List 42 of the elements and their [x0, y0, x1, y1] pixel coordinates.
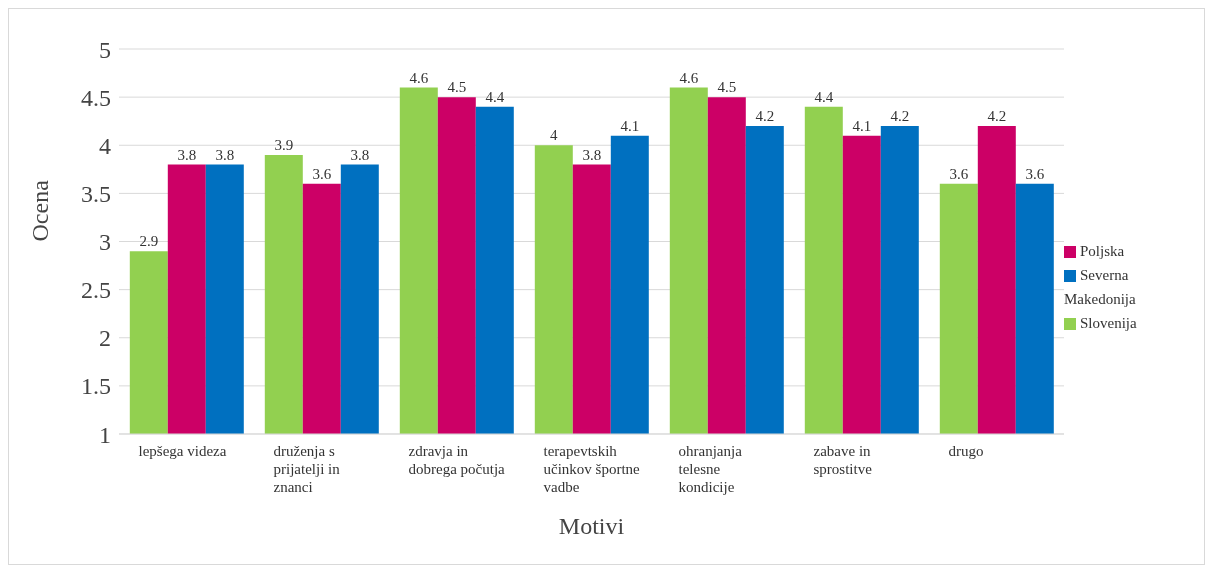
x-tick-label: zdravja in dobrega počutja — [408, 443, 506, 477]
y-tick-label: 3.5 — [81, 180, 111, 207]
x-tick-label: zabave in sprostitve — [813, 443, 873, 477]
x-tick-label: druženja s prijatelji in znanci — [273, 443, 341, 495]
data-label: 4.5 — [717, 79, 737, 96]
x-axis-title: Motivi — [558, 513, 625, 539]
y-tick-label: 1 — [99, 421, 111, 448]
legend-label: Poljska — [1080, 242, 1125, 259]
y-tick-label: 1.5 — [81, 373, 111, 400]
data-label: 4.6 — [679, 69, 699, 86]
x-tick-label: lepšega videza — [138, 443, 227, 459]
data-label: 4 — [550, 127, 559, 144]
y-axis-title: Ocena — [26, 179, 53, 242]
x-tick-label: drugo — [948, 443, 984, 459]
data-label: 3.8 — [215, 146, 235, 163]
legend-label: Severna Makedonija — [1064, 266, 1136, 307]
data-label: 3.8 — [177, 146, 197, 163]
y-tick-label: 2.5 — [81, 277, 111, 304]
data-label: 4.4 — [814, 88, 834, 105]
data-label: 3.8 — [350, 146, 370, 163]
data-label: 3.9 — [274, 136, 294, 153]
data-label: 4.2 — [755, 108, 775, 124]
y-tick-label: 5 — [99, 36, 111, 63]
y-tick-label: 2 — [99, 325, 111, 352]
data-label: 4.2 — [890, 108, 910, 124]
data-label: 4.1 — [852, 117, 872, 134]
x-tick-label: terapevtskih učinkov športne vadbe — [543, 443, 641, 495]
data-label: 3.8 — [582, 146, 602, 163]
data-label: 4.2 — [987, 108, 1007, 124]
data-label: 3.6 — [949, 165, 969, 182]
data-label: 3.6 — [312, 165, 332, 182]
data-label: 4.6 — [409, 69, 429, 86]
y-tick-label: 3 — [99, 229, 111, 256]
x-tick-label: ohranjanja telesne kondicije — [678, 443, 743, 495]
y-tick-label: 4.5 — [81, 84, 111, 111]
data-label: 4.4 — [485, 88, 505, 105]
data-label: 2.9 — [139, 233, 159, 250]
data-label: 4.5 — [447, 79, 467, 96]
y-tick-label: 4 — [99, 132, 111, 159]
data-label: 4.1 — [620, 117, 640, 134]
data-label: 3.6 — [1025, 165, 1045, 182]
legend-label: Slovenija — [1080, 314, 1137, 331]
